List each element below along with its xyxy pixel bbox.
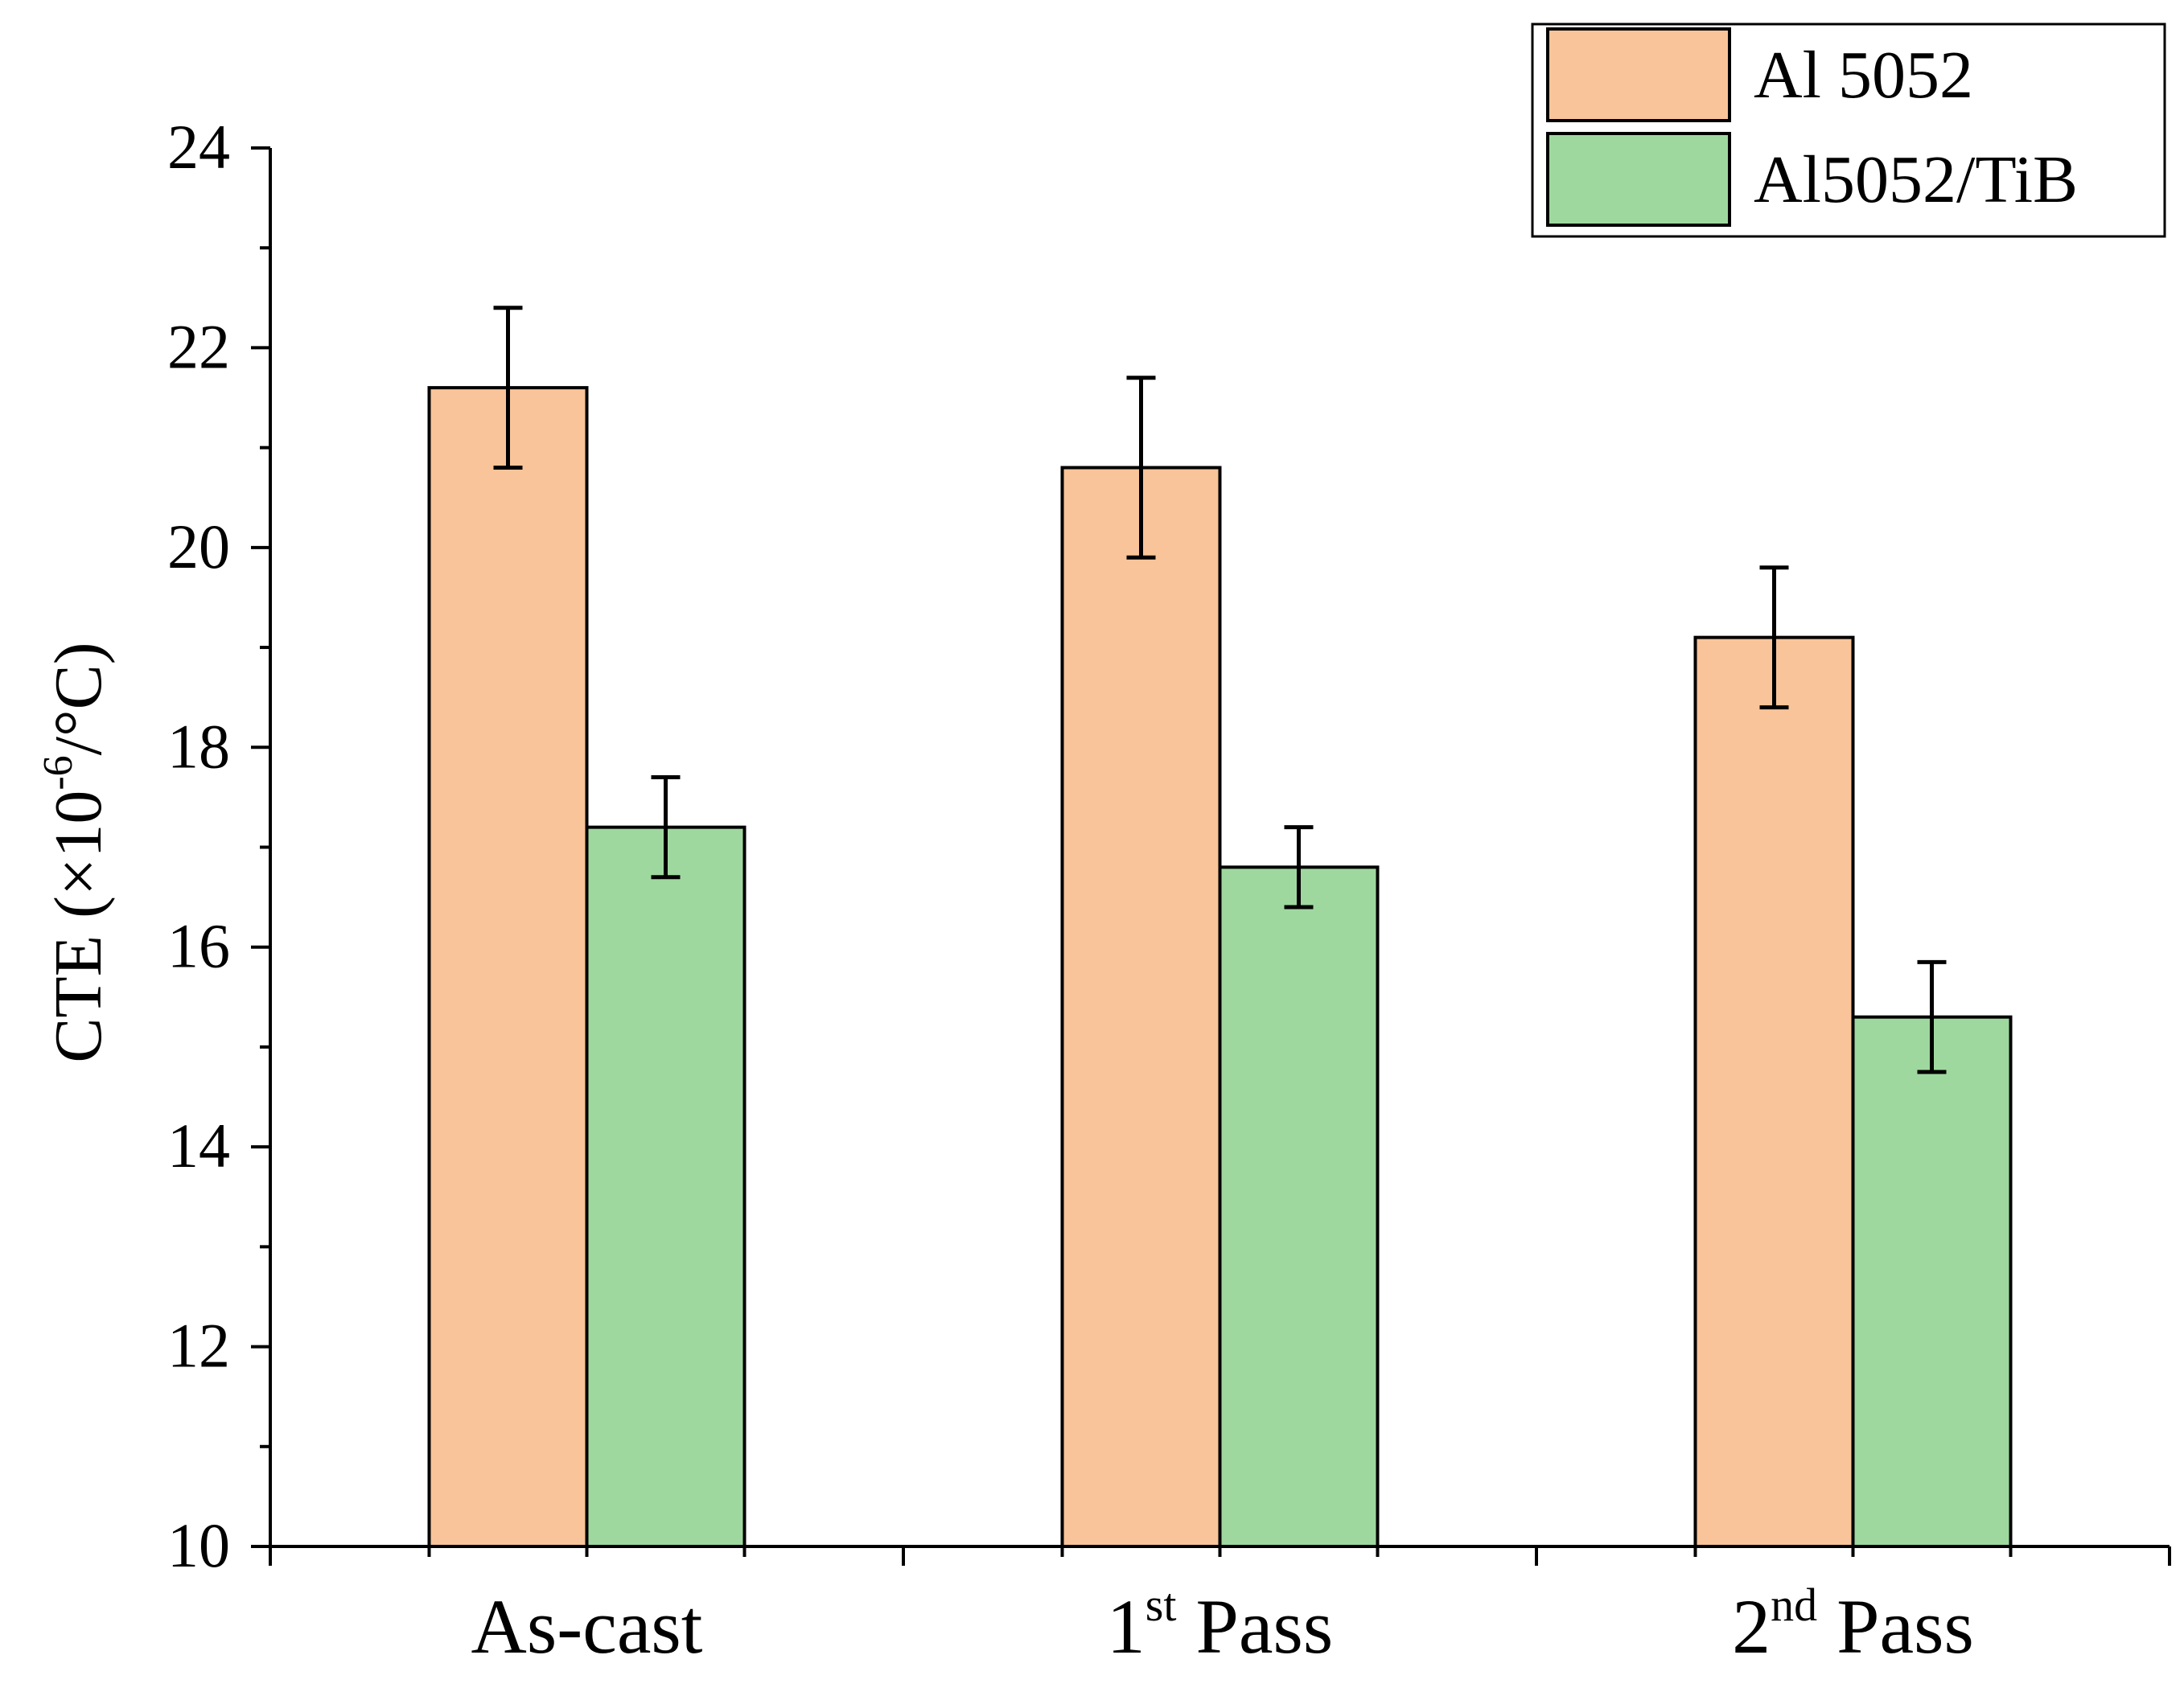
- x-tick-label-suffix: Pass: [1817, 1583, 1974, 1669]
- x-tick-label-base: As-cast: [471, 1583, 703, 1669]
- y-tick-label: 22: [167, 311, 230, 381]
- bar-al5052-tib-1: [585, 825, 747, 1548]
- y-tick-label: 16: [167, 911, 230, 981]
- bar-al5052-1: [427, 386, 589, 1549]
- y-axis-title: CTE (×10-6/°C): [35, 642, 116, 1062]
- x-tick-label: 2nd Pass: [1732, 1579, 1974, 1669]
- x-tick-label-base: 1: [1107, 1583, 1145, 1669]
- x-tick-label: 1st Pass: [1107, 1579, 1333, 1669]
- x-tick-label-base: 2: [1732, 1583, 1771, 1669]
- error-bar-al5052-2: [1126, 376, 1156, 560]
- legend-swatch-al5052: [1546, 27, 1731, 122]
- error-bar-al5052-3: [1759, 565, 1789, 710]
- x-tick-label-superscript: st: [1145, 1579, 1177, 1631]
- y-tick-label: 18: [167, 711, 230, 781]
- legend: Al 5052 Al5052/TiB: [1531, 23, 2166, 238]
- y-axis-title-prefix: CTE (×10: [41, 791, 116, 1063]
- x-tick-label: As-cast: [471, 1583, 703, 1669]
- y-tick-label: 24: [167, 112, 230, 182]
- y-axis-title-exponent: -6: [35, 755, 81, 790]
- bar-al5052-tib-3: [1851, 1015, 2013, 1548]
- y-tick-label: 12: [167, 1311, 230, 1381]
- error-bar-al5052-tib-3: [1917, 959, 1947, 1074]
- legend-label-al5052: Al 5052: [1754, 38, 1973, 113]
- error-bar-al5052-tib-2: [1284, 825, 1314, 910]
- y-axis-title-suffix: /°C): [41, 642, 116, 755]
- bar-al5052-3: [1693, 635, 1855, 1548]
- legend-swatch-al5052-tib: [1546, 132, 1731, 227]
- y-tick-label: 20: [167, 511, 230, 581]
- x-tick-label-superscript: nd: [1771, 1579, 1817, 1631]
- error-bar-al5052-tib-1: [651, 775, 681, 880]
- legend-label-al5052-tib: Al5052/TiB: [1754, 142, 2078, 217]
- bar-al5052-2: [1060, 466, 1222, 1548]
- bars-layer: [427, 386, 2013, 1549]
- x-tick-label-suffix: Pass: [1176, 1583, 1333, 1669]
- y-tick-label: 10: [167, 1510, 230, 1580]
- error-bars-layer: [493, 306, 1947, 1074]
- bar-al5052-tib-2: [1218, 865, 1380, 1549]
- y-tick-label: 14: [167, 1111, 230, 1181]
- error-bar-al5052-1: [493, 306, 523, 470]
